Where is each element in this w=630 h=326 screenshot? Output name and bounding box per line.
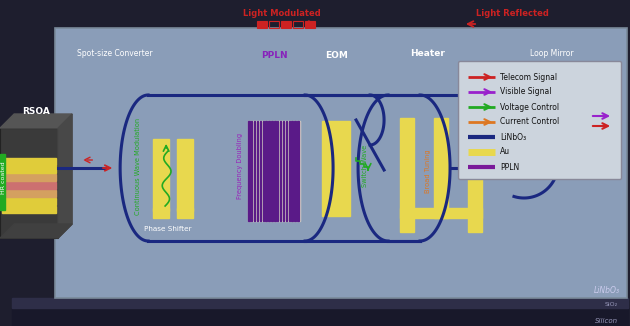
FancyBboxPatch shape xyxy=(459,62,622,180)
Bar xyxy=(400,118,414,218)
Bar xyxy=(2,190,56,197)
Bar xyxy=(0,154,5,210)
Text: Light Reflected: Light Reflected xyxy=(476,9,549,19)
Bar xyxy=(293,21,303,28)
Polygon shape xyxy=(0,114,72,128)
Text: LiNbO₃: LiNbO₃ xyxy=(594,286,620,295)
Bar xyxy=(153,208,169,218)
Text: Switch Wave: Switch Wave xyxy=(362,145,368,187)
Bar xyxy=(434,118,448,218)
Bar xyxy=(55,28,627,298)
Bar xyxy=(292,121,293,221)
Text: Continuous Wave Modulation: Continuous Wave Modulation xyxy=(135,117,141,215)
Text: Heater: Heater xyxy=(411,50,445,58)
Text: Visible Signal: Visible Signal xyxy=(500,87,551,96)
Bar xyxy=(281,21,291,28)
Polygon shape xyxy=(0,224,72,238)
Bar xyxy=(322,121,350,216)
Text: PPLN: PPLN xyxy=(500,162,519,171)
Bar xyxy=(0,128,58,238)
Bar xyxy=(251,121,253,221)
Text: Voltage Control: Voltage Control xyxy=(500,102,559,111)
Bar xyxy=(468,218,482,232)
Bar xyxy=(283,121,284,221)
Polygon shape xyxy=(58,114,72,238)
Bar xyxy=(263,121,264,221)
Text: LiNbO₃: LiNbO₃ xyxy=(500,132,526,141)
Text: HR coated: HR coated xyxy=(1,162,6,194)
Bar xyxy=(257,21,267,28)
Text: Light Modulated: Light Modulated xyxy=(243,9,321,19)
Bar xyxy=(271,121,273,221)
Bar xyxy=(400,208,482,218)
Bar xyxy=(280,121,282,221)
Bar xyxy=(254,121,255,221)
Bar xyxy=(468,118,482,218)
Bar xyxy=(2,166,56,173)
Text: SiO₂: SiO₂ xyxy=(605,302,618,306)
Text: Loop Mirror: Loop Mirror xyxy=(530,50,574,58)
Bar xyxy=(12,298,628,308)
Bar xyxy=(305,21,315,28)
Bar xyxy=(257,121,258,221)
Text: Frequency Doubling: Frequency Doubling xyxy=(237,133,243,199)
Bar xyxy=(2,206,56,213)
Text: Current Control: Current Control xyxy=(500,117,559,126)
Text: Telecom Signal: Telecom Signal xyxy=(500,72,557,82)
Bar xyxy=(269,21,279,28)
Bar xyxy=(289,121,290,221)
Bar xyxy=(2,174,56,181)
Text: RSOA: RSOA xyxy=(22,108,50,116)
Bar xyxy=(248,121,249,221)
Bar xyxy=(274,121,275,221)
Bar xyxy=(265,121,267,221)
Bar xyxy=(268,121,270,221)
Bar xyxy=(285,121,287,221)
Text: Au: Au xyxy=(500,147,510,156)
Bar xyxy=(2,198,56,205)
Bar xyxy=(277,121,278,221)
Text: Spot-size Converter: Spot-size Converter xyxy=(77,50,153,58)
Text: PPLN: PPLN xyxy=(261,52,287,61)
Bar xyxy=(2,182,56,189)
Text: Broad Tuning: Broad Tuning xyxy=(425,149,431,193)
Bar xyxy=(297,121,299,221)
Bar xyxy=(153,139,169,211)
Bar xyxy=(12,308,628,326)
Bar xyxy=(177,208,193,218)
Bar xyxy=(248,121,300,221)
Text: EOM: EOM xyxy=(324,52,348,61)
Bar xyxy=(400,218,414,232)
Text: Phase Shifter: Phase Shifter xyxy=(144,226,192,232)
Bar xyxy=(294,121,295,221)
Bar xyxy=(2,158,56,165)
Bar xyxy=(177,139,193,211)
Text: Silicon: Silicon xyxy=(595,318,618,324)
Text: Lasing Light Out: Lasing Light Out xyxy=(536,124,608,132)
Bar xyxy=(260,121,261,221)
